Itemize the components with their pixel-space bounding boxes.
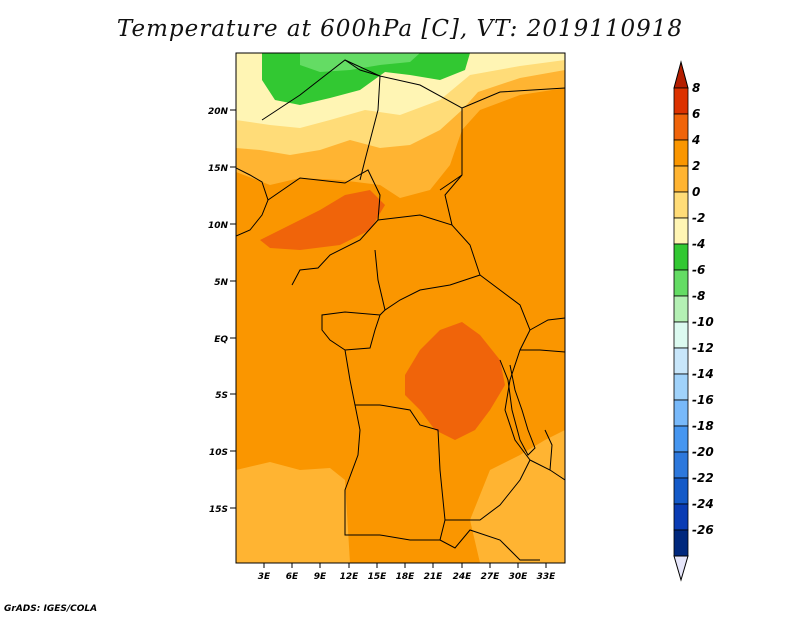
- colorbar-segment: [673, 139, 689, 167]
- colorbar-segment: [673, 399, 689, 427]
- color-bar-labels: 8 6 4 2 0 -2 -4 -6 -8 -10 -12 -14 -16 -1…: [691, 81, 714, 537]
- lon-label: 15E: [368, 572, 388, 582]
- colorbar-segment: [673, 243, 689, 271]
- colorbar-label: -18: [692, 419, 714, 433]
- field-4-to-6-center: [405, 322, 505, 440]
- colorbar-label: -8: [692, 289, 705, 303]
- colorbar-segment: [673, 113, 689, 141]
- colorbar-segment: [673, 60, 689, 89]
- colorbar-segment: [673, 295, 689, 323]
- lon-label: 21E: [424, 572, 444, 582]
- lon-label: 24E: [453, 572, 473, 582]
- colorbar-label: -24: [692, 497, 714, 511]
- temperature-field: [236, 53, 565, 563]
- latitude-labels: 20N 15N 10N 5N EQ 5S 10S 15S: [208, 107, 229, 515]
- colorbar-label: -10: [692, 315, 714, 329]
- software-credit: GrADS: IGES/COLA: [4, 604, 98, 614]
- country-borders: [236, 59, 565, 561]
- field-neg6-to-neg4-b: [300, 53, 420, 72]
- lat-label: EQ: [214, 335, 228, 345]
- field-0-to-2-southeast: [470, 430, 565, 563]
- color-bar: [673, 60, 689, 582]
- lat-label: 10S: [209, 448, 228, 458]
- colorbar-label: -14: [692, 367, 714, 381]
- lon-label: 30E: [509, 572, 529, 582]
- colorbar-segment: [673, 373, 689, 401]
- axis-ticks: [230, 109, 547, 568]
- map-frame: [235, 52, 566, 564]
- lon-label: 33E: [537, 572, 557, 582]
- colorbar-segment: [673, 451, 689, 479]
- colorbar-label: 8: [692, 81, 700, 95]
- lon-label: 18E: [396, 572, 416, 582]
- colorbar-segment: [673, 529, 689, 557]
- colorbar-label: -22: [692, 471, 714, 485]
- colorbar-segment: [673, 191, 689, 219]
- chart-title: Temperature at 600hPa [C], VT: 201911091…: [116, 16, 684, 42]
- field-0-to-2-south: [236, 462, 350, 563]
- colorbar-label: -16: [692, 393, 714, 407]
- colorbar-label: 4: [691, 133, 700, 147]
- lon-label: 12E: [340, 572, 360, 582]
- colorbar-segment: [673, 347, 689, 375]
- colorbar-segment: [673, 165, 689, 193]
- colorbar-segment: [673, 425, 689, 453]
- colorbar-segment: [673, 503, 689, 531]
- colorbar-label: -4: [692, 237, 705, 251]
- lat-label: 15N: [208, 164, 229, 174]
- lat-label: 5S: [215, 391, 228, 401]
- lat-label: 15S: [209, 505, 228, 515]
- lon-label: 6E: [286, 572, 299, 582]
- colorbar-label: 2: [692, 159, 700, 173]
- colorbar-label: -12: [692, 341, 714, 355]
- colorbar-segment: [673, 87, 689, 115]
- colorbar-label: -26: [692, 523, 714, 537]
- field-4-to-6-west: [260, 190, 385, 250]
- colorbar-label: 0: [692, 185, 700, 199]
- colorbar-label: -2: [692, 211, 705, 225]
- lon-label: 27E: [481, 572, 501, 582]
- lat-label: 10N: [208, 221, 229, 231]
- colorbar-segment: [673, 477, 689, 505]
- colorbar-label: -6: [692, 263, 705, 277]
- colorbar-label: -20: [692, 445, 714, 459]
- colorbar-segment: [673, 321, 689, 349]
- lon-label: 3E: [258, 572, 271, 582]
- lat-label: 20N: [208, 107, 229, 117]
- colorbar-segment: [673, 269, 689, 297]
- lat-label: 5N: [214, 278, 228, 288]
- colorbar-label: 6: [692, 107, 700, 121]
- longitude-labels: 3E 6E 9E 12E 15E 18E 21E 24E 27E 30E 33E: [258, 572, 556, 582]
- colorbar-segment: [673, 555, 689, 582]
- lon-label: 9E: [314, 572, 327, 582]
- colorbar-segment: [673, 217, 689, 245]
